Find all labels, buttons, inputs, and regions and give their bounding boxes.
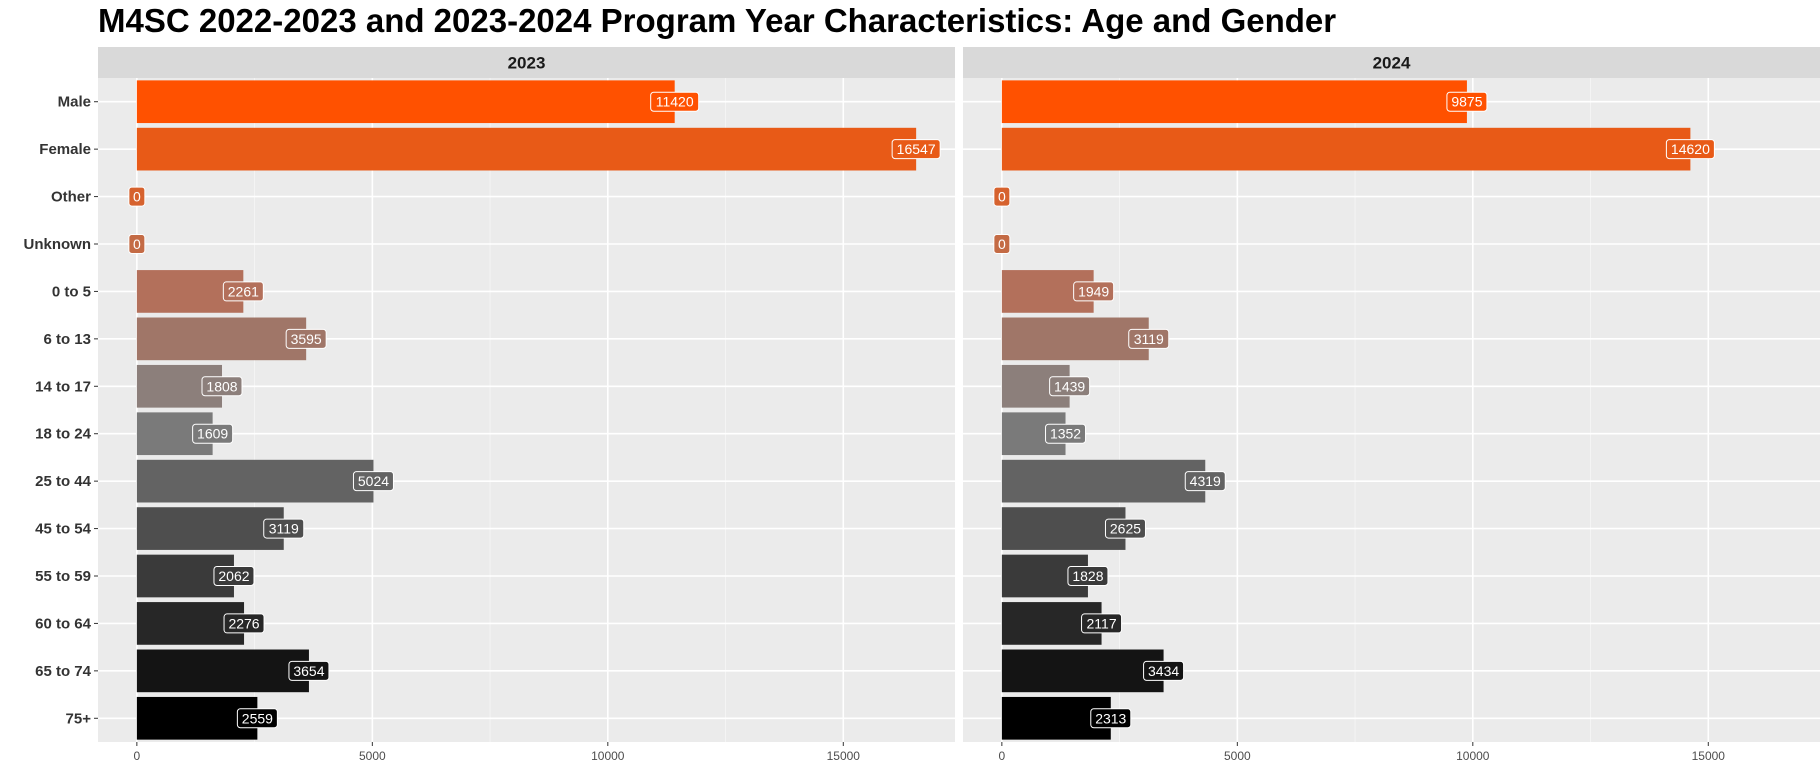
value-label: 1609 (197, 426, 228, 442)
category-label: Unknown (24, 236, 92, 253)
value-label-box (1104, 518, 1146, 539)
category-label: 60 to 64 (35, 615, 92, 632)
value-label: 1828 (1072, 568, 1103, 584)
x-tick-label: 0 (999, 749, 1006, 763)
bar-male (1001, 80, 1467, 124)
value-label: 3119 (1134, 331, 1164, 347)
category-label: 6 to 13 (43, 331, 91, 348)
value-label: 2313 (1095, 710, 1126, 726)
value-label: 3595 (291, 331, 322, 347)
value-label: 2276 (228, 615, 259, 631)
value-label: 2117 (1087, 615, 1117, 631)
value-label: 0 (133, 236, 141, 252)
value-label-box (1067, 566, 1109, 586)
value-label-box (1081, 613, 1123, 634)
value-label-box (192, 423, 234, 444)
value-label-box (263, 518, 305, 539)
value-label-box (891, 139, 941, 160)
bar-25-to-44 (136, 459, 374, 503)
value-label: 2559 (242, 710, 273, 726)
value-label-box (1665, 139, 1715, 160)
x-tick-label: 15000 (1692, 749, 1726, 763)
bar-6-to-13 (1001, 317, 1149, 361)
value-label: 3654 (293, 663, 324, 679)
value-label-box (1446, 91, 1488, 112)
value-label-box (1184, 471, 1226, 492)
x-tick-label: 10000 (1456, 749, 1490, 763)
value-label-box (1143, 660, 1185, 681)
value-label-box (1128, 328, 1170, 349)
value-label-box (650, 91, 700, 112)
category-label: 14 to 17 (35, 378, 91, 395)
x-tick-label: 5000 (1224, 749, 1251, 763)
bar-25-to-44 (1001, 459, 1206, 503)
category-label: Male (58, 94, 91, 111)
value-label: 3119 (269, 521, 299, 537)
value-label-box (223, 613, 265, 634)
category-label: 75+ (66, 710, 92, 727)
value-label-box (288, 660, 330, 681)
value-label-box (1049, 376, 1091, 397)
value-label-box (1045, 423, 1087, 444)
strip-background (98, 47, 955, 78)
value-label-box (1073, 281, 1115, 302)
x-tick-label: 10000 (591, 749, 625, 763)
value-label: 3434 (1148, 663, 1179, 679)
category-label: 65 to 74 (35, 663, 92, 680)
value-label: 4319 (1190, 473, 1221, 489)
value-label: 5024 (358, 473, 389, 489)
value-label: 11420 (656, 94, 694, 110)
value-label-box (213, 566, 255, 586)
bar-45-to-54 (1001, 507, 1126, 550)
bar-female (1001, 127, 1691, 171)
strip-label: 2023 (508, 54, 546, 73)
category-label: 0 to 5 (52, 283, 91, 300)
x-tick-label: 15000 (827, 749, 861, 763)
category-label: 25 to 44 (35, 473, 92, 490)
bar-45-to-54 (136, 507, 284, 550)
value-label: 0 (133, 189, 141, 205)
value-label: 0 (998, 236, 1006, 252)
value-label-box (222, 281, 264, 302)
value-label: 9875 (1451, 94, 1482, 110)
chart-title: M4SC 2022-2023 and 2023-2024 Program Yea… (98, 2, 1337, 39)
value-label: 1808 (206, 378, 237, 394)
value-label-box (236, 708, 278, 729)
value-label-box (128, 186, 146, 207)
value-label-box (128, 234, 146, 254)
value-label-box (352, 471, 394, 492)
value-label: 1352 (1050, 426, 1081, 442)
value-label-box (993, 234, 1011, 254)
value-label: 1949 (1078, 283, 1109, 299)
bar-male (136, 80, 675, 124)
bar-female (136, 127, 917, 171)
value-label: 1439 (1054, 378, 1085, 394)
panel-2024: 2024 9875 14620 0 0 1949 3119 1439 1352 4319 2625 1… (963, 47, 1820, 763)
bar-6-to-13 (136, 317, 307, 361)
value-label: 2625 (1110, 521, 1141, 537)
x-tick-label: 5000 (359, 749, 386, 763)
bar-65-to-74 (136, 649, 309, 693)
strip-background (963, 47, 1820, 78)
category-label: 45 to 54 (35, 521, 92, 538)
value-label-box (1090, 708, 1132, 729)
value-label: 14620 (1671, 141, 1710, 157)
strip-label: 2024 (1373, 54, 1411, 73)
category-label: Other (51, 189, 91, 206)
category-label: 55 to 59 (35, 568, 91, 585)
bar-65-to-74 (1001, 649, 1164, 693)
category-label: Female (39, 141, 91, 158)
panel-2023: 2023 11420 16547 0 0 2261 3595 1808 1609 5024 3119… (98, 47, 955, 763)
value-label-box (285, 328, 327, 349)
value-label: 16547 (897, 141, 936, 157)
value-label: 2261 (228, 283, 259, 299)
x-tick-label: 0 (134, 749, 141, 763)
value-label: 0 (998, 189, 1006, 205)
category-label: 18 to 24 (35, 426, 92, 443)
value-label-box (201, 376, 243, 397)
value-label: 2062 (218, 568, 249, 584)
value-label-box (993, 186, 1011, 207)
